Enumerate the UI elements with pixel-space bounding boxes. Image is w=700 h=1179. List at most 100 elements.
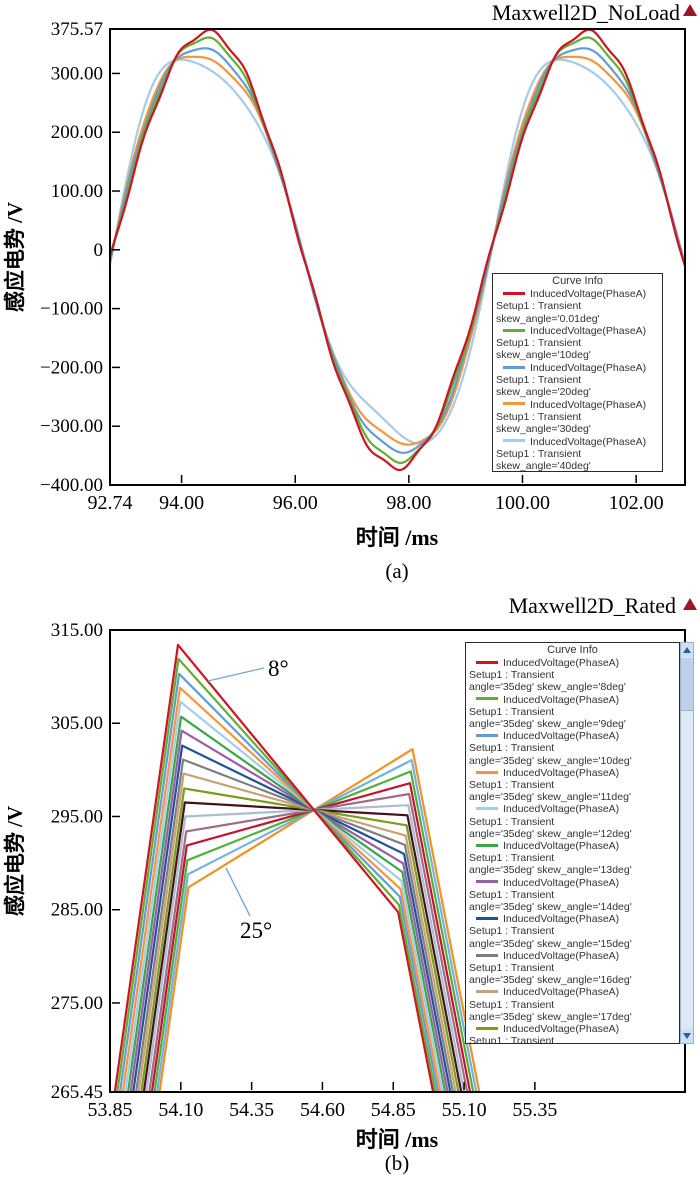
legend-variation: angle='35deg' skew_angle='8deg' <box>469 681 626 694</box>
legend-entry-skew-angle-20deg-[interactable]: InducedVoltage(PhaseA) Setup1 : Transient… <box>493 362 662 399</box>
curve-skew-angle-40deg-[interactable] <box>110 58 685 445</box>
curve-skew-25deg[interactable] <box>149 748 494 1166</box>
annotation-label: 8° <box>268 656 289 681</box>
legend-entry-skew-16deg[interactable]: InducedVoltage(PhaseA) Setup1 : Transient… <box>466 950 679 987</box>
curve-skew-angle-30deg-[interactable] <box>110 55 685 446</box>
chart-b: Maxwell2D_Rated 时间 /ms 感应电势 /V (b) 8° 25° 53.8… <box>3 593 697 1175</box>
legend-swatch <box>476 807 498 811</box>
chart-title-rated: Maxwell2D_Rated <box>509 593 676 618</box>
scroll-up-button[interactable] <box>681 643 693 657</box>
x-tick-label: 55.10 <box>442 1099 487 1121</box>
legend-setup: Setup1 : Transient <box>469 1035 555 1044</box>
legend-series-name: InducedVoltage(PhaseA) <box>530 324 647 337</box>
scroll-down-button[interactable] <box>681 1029 693 1043</box>
curve-skew-angle-10deg-[interactable] <box>110 36 685 464</box>
legend-entry-skew-15deg[interactable]: InducedVoltage(PhaseA) Setup1 : Transient… <box>466 913 679 950</box>
legend-variation: angle='35deg' skew_angle='9deg' <box>469 718 626 731</box>
legend-variation: skew_angle='40deg' <box>496 460 591 472</box>
curve-skew-10deg[interactable] <box>110 672 453 1167</box>
legend-setup: Setup1 : Transient <box>496 300 582 313</box>
legend-variation: skew_angle='0.01deg' <box>496 312 600 325</box>
x-tick-label: 54.85 <box>371 1099 416 1121</box>
legend-series-name: InducedVoltage(PhaseA) <box>503 1023 620 1036</box>
legend-setup: Setup1 : Transient <box>469 888 555 901</box>
legend-setup: Setup1 : Transient <box>469 742 555 755</box>
legend-entry-skew-14deg[interactable]: InducedVoltage(PhaseA) Setup1 : Transient… <box>466 877 679 914</box>
legend-series-name: InducedVoltage(PhaseA) <box>530 398 647 411</box>
curve-skew-23deg[interactable] <box>144 770 488 1166</box>
curve-skew-20deg[interactable] <box>136 804 479 1166</box>
legend-variation: skew_angle='30deg' <box>496 423 591 436</box>
legend-entry-skew-angle-30deg-[interactable]: InducedVoltage(PhaseA) Setup1 : Transient… <box>493 399 662 436</box>
legend-variation: angle='35deg' skew_angle='16deg' <box>469 974 632 987</box>
legend-series-name: InducedVoltage(PhaseA) <box>503 986 620 999</box>
legend-entry-skew-12deg[interactable]: InducedVoltage(PhaseA) Setup1 : Transient… <box>466 803 679 840</box>
curve-skew-15deg[interactable] <box>123 744 465 1167</box>
scroll-down-icon <box>683 1033 691 1039</box>
legend-entry-skew-13deg[interactable]: InducedVoltage(PhaseA) Setup1 : Transient… <box>466 840 679 877</box>
curve-skew-16deg[interactable] <box>126 758 468 1167</box>
legend-entry-skew-angle-10deg-[interactable]: InducedVoltage(PhaseA) Setup1 : Transient… <box>493 325 662 362</box>
y-tick-label: 265.45 <box>51 1082 103 1103</box>
legend-variation: angle='35deg' skew_angle='14deg' <box>469 901 632 914</box>
report-marker-icon <box>683 598 697 610</box>
caption-rated: (b) <box>385 1151 410 1175</box>
legend-setup: Setup1 : Transient <box>469 998 555 1011</box>
report-marker-icon <box>683 4 697 16</box>
x-tick-label: 94.00 <box>159 492 204 514</box>
curve-skew-19deg[interactable] <box>133 801 476 1167</box>
caption-noload: (a) <box>385 559 408 583</box>
chart-b-legend: Curve Info InducedVoltage(PhaseA) Setup1 :… <box>465 642 680 1044</box>
y-tick-label: 100.00 <box>51 181 103 202</box>
curve-skew-11deg[interactable] <box>112 686 454 1167</box>
scroll-thumb[interactable] <box>681 658 693 711</box>
legend-entry-skew-8deg[interactable]: InducedVoltage(PhaseA) Setup1 : Transient… <box>466 657 679 694</box>
legend-entry-skew-11deg[interactable]: InducedVoltage(PhaseA) Setup1 : Transient… <box>466 767 679 804</box>
curve-skew-22deg[interactable] <box>141 782 484 1166</box>
legend-entry-skew-17deg[interactable]: InducedVoltage(PhaseA) Setup1 : Transient… <box>466 986 679 1023</box>
legend-series-name: InducedVoltage(PhaseA) <box>503 766 620 779</box>
curve-skew-angle-20deg-[interactable] <box>110 47 685 454</box>
curve-skew-12deg[interactable] <box>115 700 457 1167</box>
curve-skew-angle-0.01deg-[interactable] <box>110 30 685 472</box>
legend-variation: angle='35deg' skew_angle='10deg' <box>469 754 632 767</box>
legend-entry-skew-10deg[interactable]: InducedVoltage(PhaseA) Setup1 : Transient… <box>466 730 679 767</box>
legend-series-name: InducedVoltage(PhaseA) <box>503 730 620 743</box>
x-tick-label: 96.00 <box>273 492 318 514</box>
curve-skew-24deg[interactable] <box>147 759 491 1167</box>
y-axis-label-noload: 感应电势 /V <box>3 202 27 312</box>
curve-skew-8deg[interactable] <box>104 643 447 1167</box>
legend-variation: angle='35deg' skew_angle='13deg' <box>469 864 632 877</box>
legend-setup: Setup1 : Transient <box>469 705 555 718</box>
y-tick-label: 200.00 <box>51 122 103 143</box>
legend-setup: Setup1 : Transient <box>469 962 555 975</box>
legend-series-name: InducedVoltage(PhaseA) <box>530 361 647 374</box>
x-tick-label: 100.00 <box>495 492 550 514</box>
legend-series-name: InducedVoltage(PhaseA) <box>503 803 620 816</box>
curve-skew-21deg[interactable] <box>139 792 482 1167</box>
legend-swatch <box>503 402 525 406</box>
curve-skew-9deg[interactable] <box>107 657 450 1167</box>
legend-entry-skew-9deg[interactable]: InducedVoltage(PhaseA) Setup1 : Transient… <box>466 694 679 731</box>
legend-title: Curve Info <box>552 275 603 287</box>
legend-swatch <box>476 733 498 737</box>
legend-entry-skew-angle-40deg-[interactable]: InducedVoltage(PhaseA) Setup1 : Transient… <box>493 436 662 472</box>
curve-skew-18deg[interactable] <box>131 787 473 1167</box>
curve-skew-14deg[interactable] <box>120 729 462 1167</box>
legend-series-name: InducedVoltage(PhaseA) <box>503 840 620 853</box>
legend-variation: angle='35deg' skew_angle='12deg' <box>469 827 632 840</box>
annotation-label: 25° <box>240 918 272 943</box>
legend-scrollbar[interactable] <box>680 642 694 1044</box>
y-tick-label: −400.00 <box>40 475 103 496</box>
x-tick-label: 53.85 <box>88 1099 133 1121</box>
legend-variation: angle='35deg' skew_angle='15deg' <box>469 937 632 950</box>
y-tick-label: −300.00 <box>40 416 103 437</box>
annotation-pointer-line <box>225 867 251 917</box>
y-tick-label: 295.00 <box>51 806 103 827</box>
legend-entry-skew-angle-0.01deg-[interactable]: InducedVoltage(PhaseA) Setup1 : Transient… <box>493 288 662 325</box>
y-tick-label: 275.00 <box>51 993 103 1014</box>
curve-skew-17deg[interactable] <box>128 772 470 1167</box>
legend-entry-skew-18deg[interactable]: InducedVoltage(PhaseA) Setup1 : Transient… <box>466 1023 679 1044</box>
curve-skew-13deg[interactable] <box>118 715 460 1167</box>
